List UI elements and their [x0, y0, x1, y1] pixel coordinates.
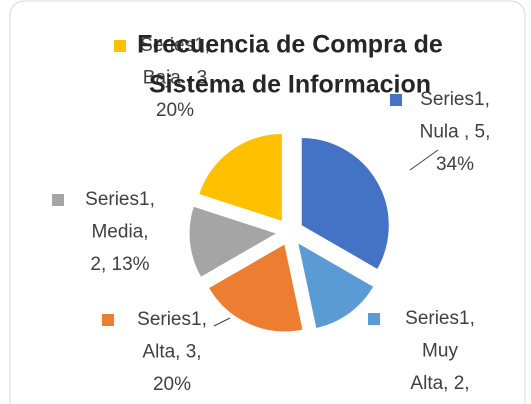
chart-title: Frecuencia de Compra de	[137, 31, 443, 59]
pie-slice	[207, 243, 304, 333]
data-label: Alta, 2,	[410, 373, 469, 394]
leader-line	[409, 149, 439, 171]
chart-title: Sistema de Informacion	[149, 71, 431, 99]
legend-key	[390, 94, 402, 106]
data-label: 34%	[436, 154, 474, 175]
pie-slice	[198, 132, 283, 223]
data-label: Series1,	[420, 89, 490, 110]
data-label: 2, 13%	[90, 254, 149, 275]
pie-slice	[300, 136, 390, 271]
data-label: Media,	[91, 222, 148, 243]
labels: Series1, Nula , 5, 34% Series1, Muy Alta, 2, S…	[52, 35, 490, 395]
data-label: Alta, 3,	[142, 342, 201, 363]
data-label: 20%	[156, 100, 194, 121]
data-label: Nula , 5,	[420, 122, 491, 143]
data-label: Baja , 3	[143, 68, 207, 89]
legend-key	[102, 314, 114, 326]
legend-key	[368, 313, 380, 325]
data-label: Muy	[422, 341, 458, 362]
legend-key	[114, 40, 126, 52]
data-label: 20%	[153, 374, 191, 395]
data-label: Series1,	[137, 309, 207, 330]
data-label: Series1,	[140, 35, 210, 56]
pie-slice	[188, 205, 279, 279]
data-label: Series1,	[85, 189, 155, 210]
pie-slice	[296, 241, 375, 330]
data-label: Series1,	[405, 308, 475, 329]
legend-key	[52, 194, 64, 206]
leader-line	[213, 317, 231, 327]
slices	[188, 132, 390, 333]
